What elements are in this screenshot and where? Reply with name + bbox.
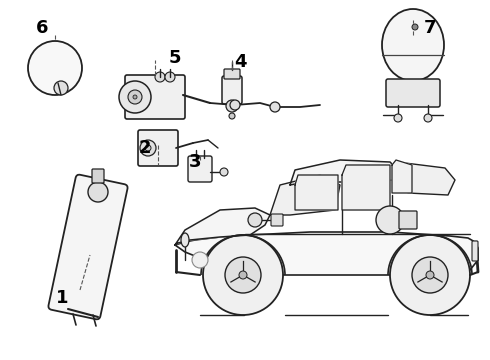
- Circle shape: [229, 113, 235, 119]
- Polygon shape: [395, 163, 455, 195]
- Polygon shape: [392, 160, 412, 193]
- Circle shape: [226, 100, 238, 112]
- FancyBboxPatch shape: [224, 69, 240, 79]
- Circle shape: [394, 114, 402, 122]
- Circle shape: [426, 271, 434, 279]
- Circle shape: [376, 206, 404, 234]
- Text: 1: 1: [56, 289, 68, 307]
- FancyBboxPatch shape: [188, 156, 212, 182]
- FancyBboxPatch shape: [138, 130, 178, 166]
- Polygon shape: [295, 175, 338, 210]
- Circle shape: [140, 140, 156, 156]
- Text: 3: 3: [189, 153, 201, 171]
- Circle shape: [248, 213, 262, 227]
- Ellipse shape: [382, 9, 444, 81]
- Text: 5: 5: [169, 49, 181, 67]
- Circle shape: [165, 72, 175, 82]
- Circle shape: [220, 168, 228, 176]
- Text: 6: 6: [36, 19, 48, 37]
- Circle shape: [412, 24, 418, 30]
- Circle shape: [155, 72, 165, 82]
- Text: 7: 7: [424, 19, 436, 37]
- FancyBboxPatch shape: [222, 76, 242, 104]
- Circle shape: [88, 182, 108, 202]
- FancyBboxPatch shape: [92, 169, 104, 183]
- Circle shape: [145, 145, 151, 151]
- Circle shape: [203, 235, 283, 315]
- Polygon shape: [342, 165, 390, 210]
- Text: 2: 2: [139, 139, 151, 157]
- Circle shape: [230, 100, 240, 110]
- Circle shape: [28, 41, 82, 95]
- Text: 4: 4: [234, 53, 246, 71]
- Circle shape: [239, 271, 247, 279]
- Circle shape: [54, 81, 68, 95]
- Polygon shape: [270, 175, 340, 215]
- Circle shape: [270, 102, 280, 112]
- Circle shape: [119, 81, 151, 113]
- Circle shape: [192, 252, 208, 268]
- Polygon shape: [290, 160, 400, 185]
- FancyBboxPatch shape: [125, 75, 185, 119]
- FancyBboxPatch shape: [49, 175, 127, 319]
- Circle shape: [128, 90, 142, 104]
- Polygon shape: [175, 208, 270, 245]
- FancyBboxPatch shape: [386, 79, 440, 107]
- FancyBboxPatch shape: [472, 241, 478, 261]
- Circle shape: [225, 257, 261, 293]
- Circle shape: [390, 235, 470, 315]
- FancyBboxPatch shape: [271, 214, 283, 226]
- Circle shape: [424, 114, 432, 122]
- Ellipse shape: [181, 233, 189, 247]
- Circle shape: [412, 257, 448, 293]
- FancyBboxPatch shape: [399, 211, 417, 229]
- Polygon shape: [175, 232, 478, 275]
- Circle shape: [133, 95, 137, 99]
